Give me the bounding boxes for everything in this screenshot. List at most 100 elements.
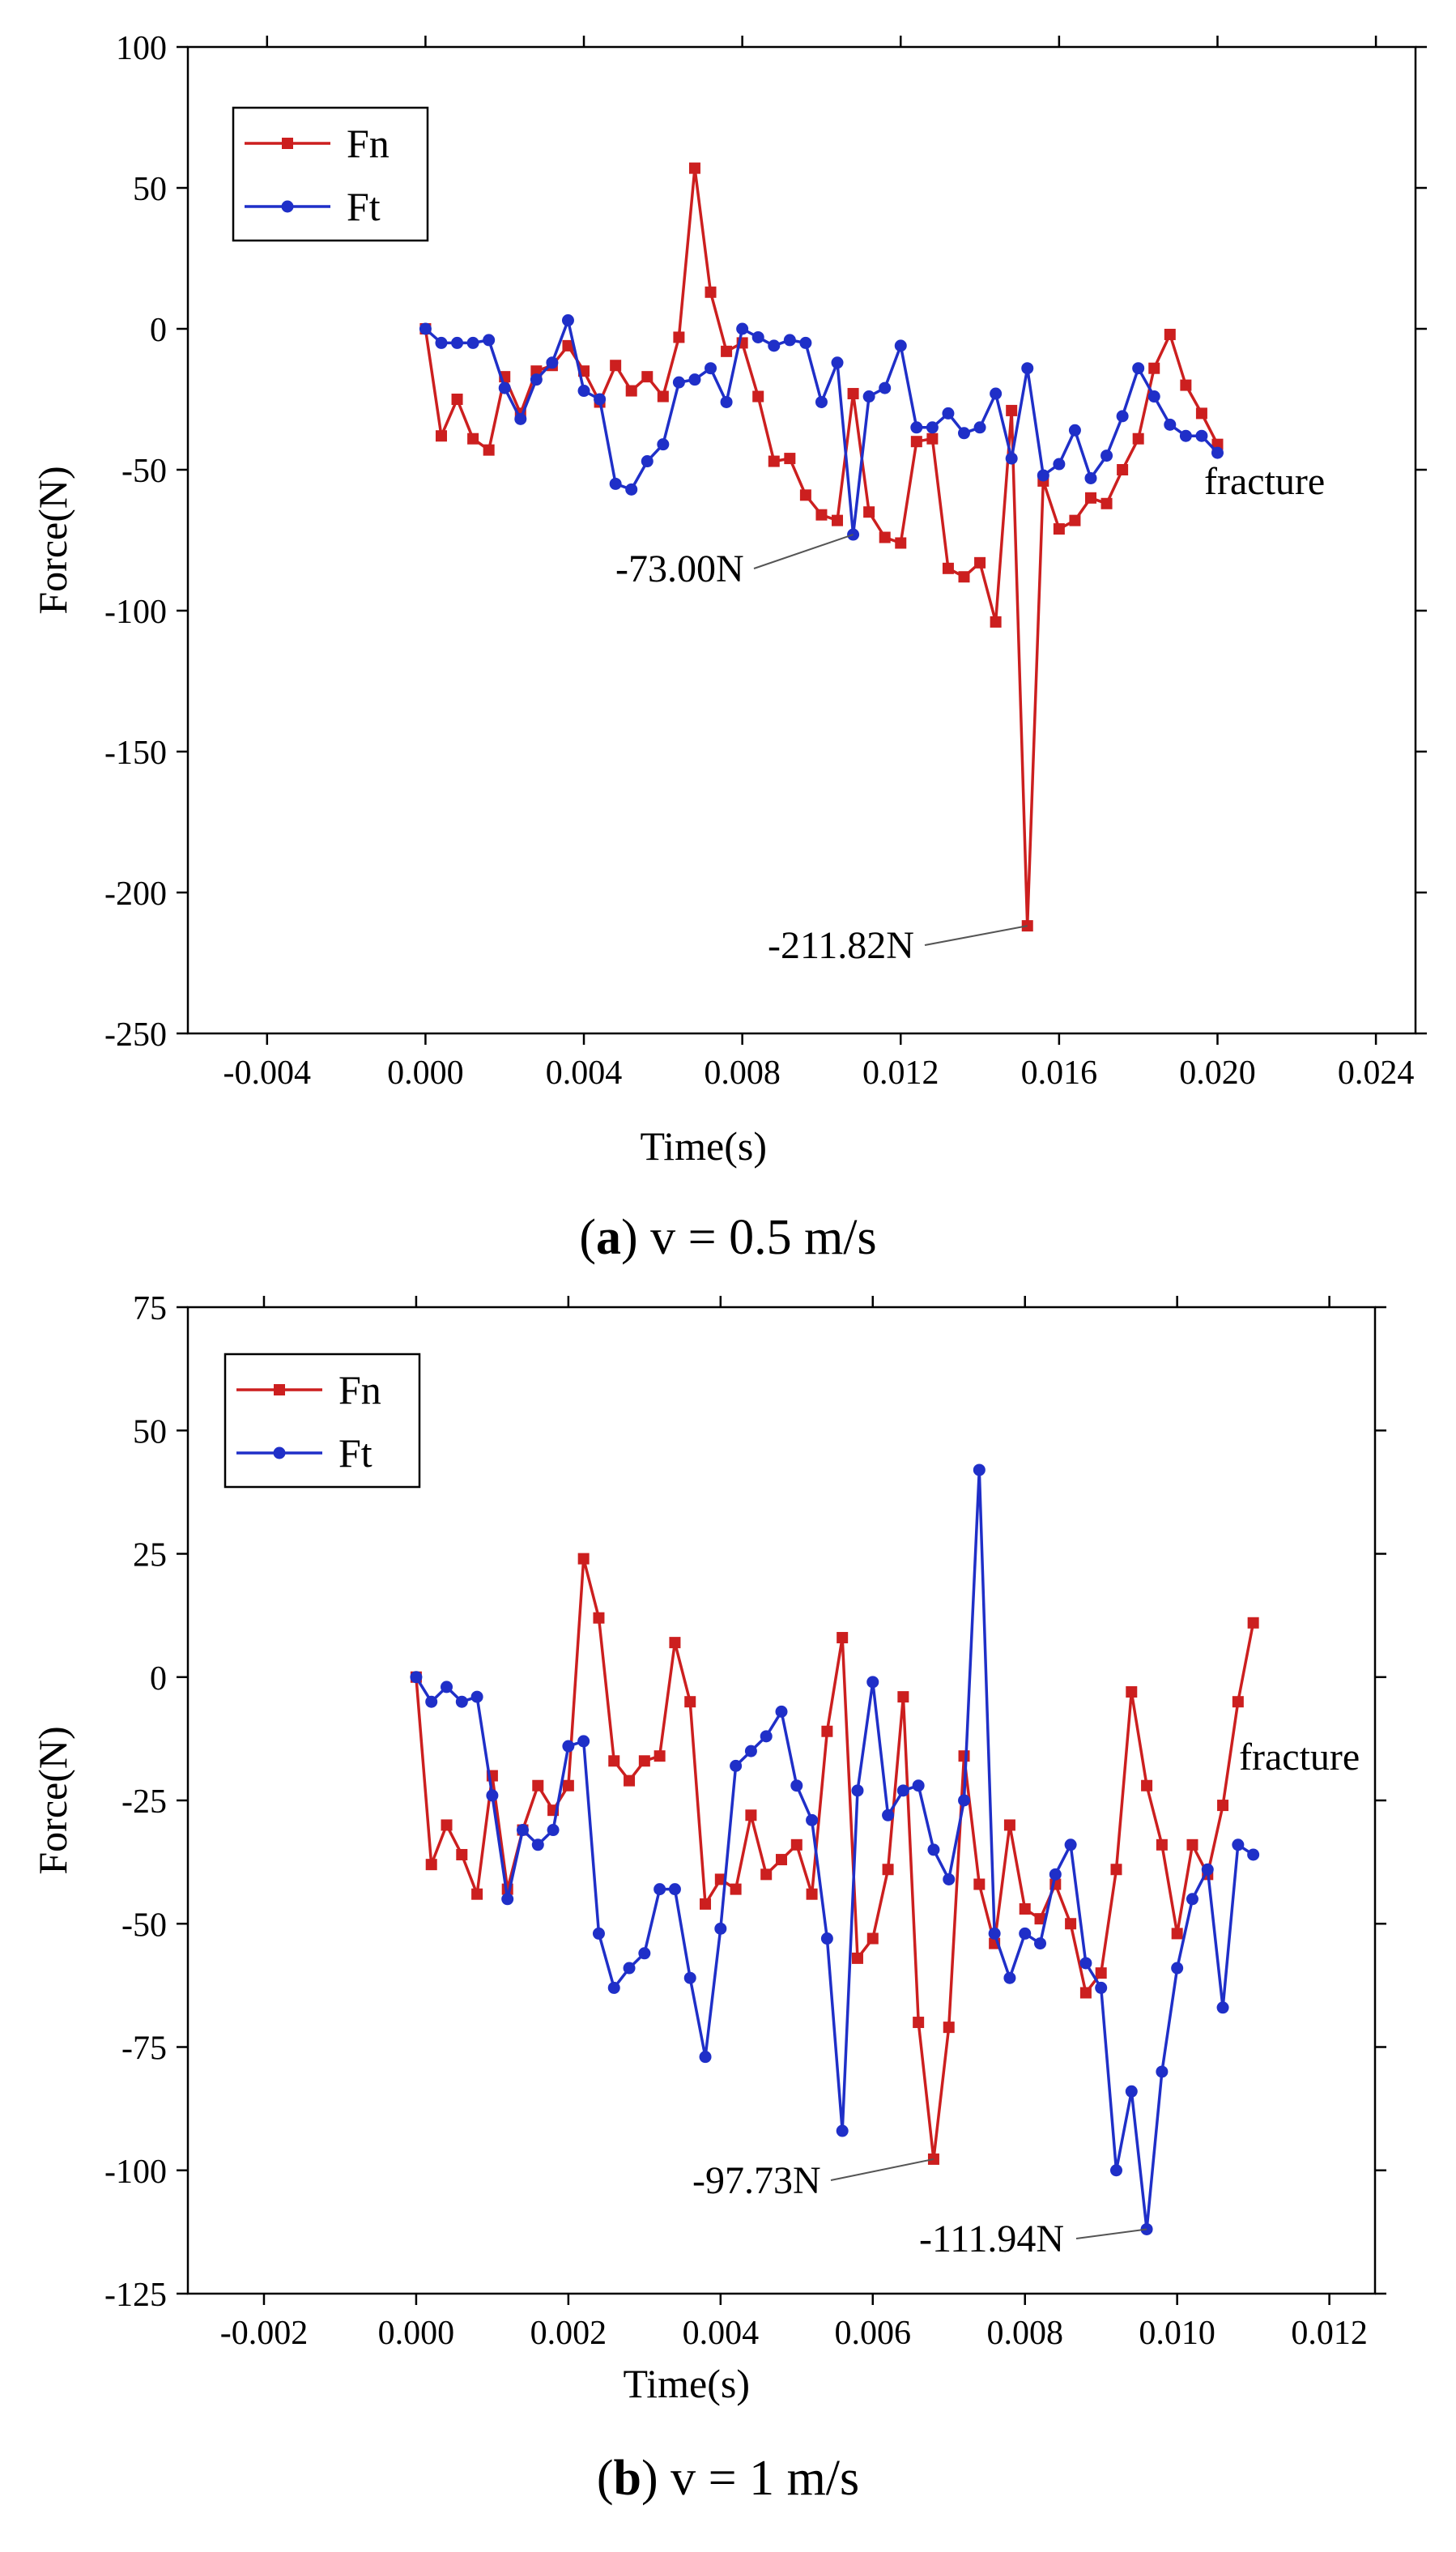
x-tick-label: 0.024: [1338, 1054, 1415, 1092]
data-point-ft: [866, 1676, 879, 1689]
caption-text: ) v = 1 m/s: [641, 2451, 859, 2506]
data-point-fn: [942, 562, 954, 574]
annotation-label: fracture: [1239, 1736, 1360, 1779]
data-point-fn: [577, 1553, 590, 1565]
data-point-fn: [1171, 1928, 1183, 1940]
x-tick-label: 0.010: [1139, 2315, 1215, 2352]
data-point-fn: [837, 1632, 849, 1644]
data-point-ft: [736, 322, 749, 335]
data-point-fn: [1148, 362, 1160, 374]
data-point-ft: [815, 395, 828, 408]
data-point-ft: [653, 1883, 666, 1896]
data-point-fn: [776, 1854, 787, 1866]
caption-text: ) v = 0.5 m/s: [621, 1210, 877, 1265]
data-point-fn: [815, 509, 828, 521]
data-point-ft: [410, 1671, 423, 1684]
data-point-fn: [821, 1725, 833, 1737]
data-point-ft: [1216, 2001, 1229, 2014]
legend-marker-ft: [273, 1446, 286, 1459]
legend-label-ft: Ft: [338, 1430, 373, 1476]
annotation-leader: [1075, 2228, 1147, 2239]
data-point-fn: [897, 1691, 909, 1703]
data-point-fn: [1126, 1686, 1138, 1698]
data-point-ft: [592, 1927, 605, 1940]
data-point-fn: [638, 1755, 650, 1767]
data-point-ft: [441, 1681, 453, 1694]
data-point-fn: [1141, 1779, 1153, 1792]
x-tick-label: -0.004: [224, 1054, 312, 1092]
data-point-ft: [988, 1927, 1001, 1940]
y-tick-label: -50: [121, 453, 167, 490]
data-point-ft: [562, 1740, 575, 1753]
data-point-fn: [562, 1779, 574, 1792]
data-point-fn: [851, 1952, 863, 1964]
data-point-fn: [456, 1848, 468, 1860]
y-tick-label: -50: [121, 1907, 167, 1944]
data-point-ft: [531, 1838, 544, 1851]
y-axis-title: Force(N): [30, 466, 75, 614]
caption-letter: b: [613, 2451, 641, 2506]
data-point-fn: [958, 1750, 970, 1762]
y-tick-label: -100: [104, 2154, 167, 2191]
data-point-fn: [688, 162, 700, 174]
data-point-fn: [799, 489, 811, 501]
data-point-ft: [1049, 1868, 1062, 1881]
data-point-ft: [1156, 2065, 1169, 2078]
data-point-fn: [768, 455, 780, 467]
annotation-label: -211.82N: [768, 924, 914, 967]
data-point-ft: [435, 336, 448, 349]
data-point-ft: [1201, 1863, 1214, 1876]
data-point-ft: [836, 2124, 849, 2137]
data-point-fn: [1084, 492, 1096, 504]
data-point-fn: [730, 1883, 742, 1895]
data-point-ft: [1064, 1838, 1077, 1851]
y-tick-label: 50: [133, 1413, 167, 1451]
data-point-ft: [1171, 1962, 1184, 1975]
data-point-ft: [1037, 469, 1049, 482]
data-point-ft: [973, 1463, 986, 1476]
data-point-ft: [577, 385, 590, 398]
data-point-fn: [532, 1779, 544, 1792]
data-point-ft: [625, 483, 638, 496]
data-point-fn: [784, 453, 796, 465]
data-point-ft: [790, 1779, 803, 1792]
caption-letter: a: [596, 1210, 621, 1265]
data-point-ft: [1021, 362, 1034, 375]
data-point-ft: [486, 1789, 499, 1802]
data-point-fn: [1069, 514, 1081, 526]
annotation-leader: [753, 534, 854, 569]
annotation-leader: [830, 2158, 934, 2181]
x-tick-label: 0.004: [683, 2315, 760, 2352]
data-point-fn: [1065, 1918, 1077, 1930]
data-point-ft: [470, 1690, 483, 1703]
data-point-fn: [467, 432, 479, 445]
data-point-ft: [1005, 452, 1018, 465]
annotation-label: -111.94N: [919, 2218, 1064, 2260]
y-tick-label: 50: [133, 171, 167, 208]
data-point-ft: [730, 1759, 743, 1772]
data-point-fn: [1101, 497, 1113, 509]
data-point-ft: [879, 381, 892, 394]
data-point-ft: [1232, 1838, 1245, 1851]
data-point-ft: [799, 336, 812, 349]
data-point-fn: [705, 286, 717, 298]
data-point-ft: [1179, 429, 1192, 442]
data-point-fn: [471, 1888, 483, 1900]
data-point-fn: [910, 436, 922, 448]
data-point-ft: [768, 339, 781, 352]
data-point-ft: [1095, 1981, 1108, 1994]
x-tick-label: 0.008: [704, 1054, 781, 1092]
y-tick-label: 75: [133, 1290, 167, 1327]
data-point-ft: [657, 438, 670, 451]
data-point-ft: [760, 1730, 773, 1743]
series-line-fn: [424, 166, 1220, 927]
series-line-fn: [415, 1557, 1255, 2161]
data-point-ft: [561, 314, 574, 327]
data-point-ft: [1195, 429, 1208, 442]
y-axis-title: Force(N): [30, 1726, 75, 1874]
data-point-fn: [832, 514, 844, 526]
data-point-ft: [641, 455, 653, 468]
data-point-ft: [455, 1695, 468, 1708]
data-point-fn: [973, 1878, 986, 1890]
data-point-fn: [866, 1932, 879, 1945]
